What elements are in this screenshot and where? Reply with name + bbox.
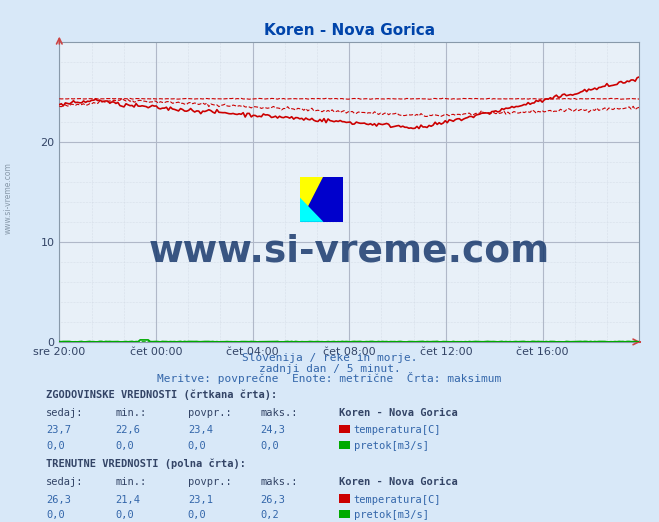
Text: 24,3: 24,3 [260,425,285,435]
Text: 22,6: 22,6 [115,425,140,435]
Text: 0,2: 0,2 [260,511,279,520]
Text: Slovenija / reke in morje.: Slovenija / reke in morje. [242,353,417,363]
Text: Koren - Nova Gorica: Koren - Nova Gorica [339,478,458,488]
Text: temperatura[C]: temperatura[C] [354,425,442,435]
Text: 21,4: 21,4 [115,495,140,505]
Text: TRENUTNE VREDNOSTI (polna črta):: TRENUTNE VREDNOSTI (polna črta): [46,459,246,469]
Text: 23,4: 23,4 [188,425,213,435]
Polygon shape [300,177,343,222]
Text: 0,0: 0,0 [46,441,65,451]
Text: 23,7: 23,7 [46,425,71,435]
Text: 23,1: 23,1 [188,495,213,505]
Text: sedaj:: sedaj: [46,478,84,488]
Text: 0,0: 0,0 [46,511,65,520]
Text: Koren - Nova Gorica: Koren - Nova Gorica [339,408,458,418]
Text: www.si-vreme.com: www.si-vreme.com [149,234,550,270]
Text: 26,3: 26,3 [260,495,285,505]
Text: 0,0: 0,0 [115,511,134,520]
Text: www.si-vreme.com: www.si-vreme.com [4,162,13,234]
Text: 0,0: 0,0 [260,441,279,451]
Text: zadnji dan / 5 minut.: zadnji dan / 5 minut. [258,364,401,374]
Text: 0,0: 0,0 [188,511,206,520]
Text: temperatura[C]: temperatura[C] [354,495,442,505]
Polygon shape [300,197,324,222]
Text: Meritve: povprečne  Enote: metrične  Črta: maksimum: Meritve: povprečne Enote: metrične Črta:… [158,372,501,384]
Text: povpr.:: povpr.: [188,408,231,418]
Text: maks.:: maks.: [260,478,298,488]
Text: maks.:: maks.: [260,408,298,418]
Text: min.:: min.: [115,478,146,488]
Polygon shape [300,177,324,222]
Text: pretok[m3/s]: pretok[m3/s] [354,441,429,451]
Text: povpr.:: povpr.: [188,478,231,488]
Text: ZGODOVINSKE VREDNOSTI (črtkana črta):: ZGODOVINSKE VREDNOSTI (črtkana črta): [46,389,277,400]
Text: pretok[m3/s]: pretok[m3/s] [354,511,429,520]
Text: min.:: min.: [115,408,146,418]
Text: 0,0: 0,0 [115,441,134,451]
Title: Koren - Nova Gorica: Koren - Nova Gorica [264,23,435,38]
Text: 0,0: 0,0 [188,441,206,451]
Text: sedaj:: sedaj: [46,408,84,418]
Text: 26,3: 26,3 [46,495,71,505]
